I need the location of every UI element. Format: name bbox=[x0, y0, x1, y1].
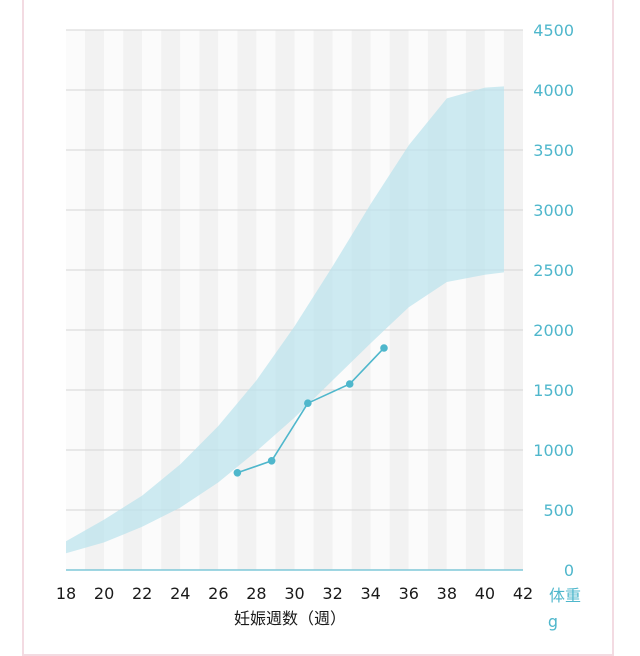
stripe-23 bbox=[161, 30, 181, 570]
stripe-28 bbox=[256, 30, 276, 570]
y-tick-label: 3000 bbox=[533, 201, 574, 220]
stripe-26 bbox=[218, 30, 238, 570]
y-tick-label: 2500 bbox=[533, 261, 574, 280]
x-tick-label: 38 bbox=[437, 584, 457, 603]
y-tick-label: 3500 bbox=[533, 141, 574, 160]
x-tick-label: 26 bbox=[208, 584, 228, 603]
x-tick-label: 42 bbox=[513, 584, 533, 603]
x-tick-label: 36 bbox=[399, 584, 419, 603]
y-tick-label: 4000 bbox=[533, 81, 574, 100]
y-tick-labels: 0 500 1000 1500 2000 2500 3000 3500 4000 4500 bbox=[533, 21, 574, 580]
stripe-30 bbox=[294, 30, 314, 570]
reference-band bbox=[66, 86, 504, 554]
y-tick-label: 0 bbox=[564, 561, 574, 580]
y-axis-label: 体重 bbox=[549, 586, 581, 605]
x-tick-label: 30 bbox=[284, 584, 304, 603]
stripe-18 bbox=[66, 30, 86, 570]
y-axis-unit: g bbox=[548, 612, 558, 631]
y-tick-label: 1000 bbox=[533, 441, 574, 460]
weight-series-points bbox=[233, 344, 388, 477]
y-tick-label: 4500 bbox=[533, 21, 574, 40]
data-point bbox=[267, 457, 276, 465]
y-tick-label: 500 bbox=[543, 501, 574, 520]
y-tick-label: 1500 bbox=[533, 381, 574, 400]
data-point bbox=[380, 344, 388, 352]
x-tick-label: 22 bbox=[132, 584, 152, 603]
stripe-24 bbox=[180, 30, 200, 570]
stripe-21 bbox=[123, 30, 143, 570]
data-point bbox=[304, 399, 312, 408]
stripe-19 bbox=[85, 30, 105, 570]
stripe-27 bbox=[237, 30, 257, 570]
x-tick-label: 20 bbox=[94, 584, 114, 603]
stripe-41 bbox=[503, 30, 523, 570]
x-tick-label: 40 bbox=[475, 584, 495, 603]
stripe-29 bbox=[275, 30, 295, 570]
y-tick-label: 2000 bbox=[533, 321, 574, 340]
data-point bbox=[233, 469, 242, 477]
x-axis-label: 妊娠週数（週） bbox=[234, 609, 346, 628]
x-tick-labels: 18 20 22 24 26 28 30 32 34 36 38 40 42 bbox=[56, 584, 533, 603]
x-tick-label: 28 bbox=[246, 584, 266, 603]
x-tick-label: 24 bbox=[170, 584, 190, 603]
data-point bbox=[345, 380, 354, 388]
x-tick-label: 18 bbox=[56, 584, 76, 603]
stripe-20 bbox=[104, 30, 124, 570]
stripe-22 bbox=[142, 30, 162, 570]
x-tick-label: 34 bbox=[360, 584, 380, 603]
x-tick-label: 32 bbox=[322, 584, 342, 603]
